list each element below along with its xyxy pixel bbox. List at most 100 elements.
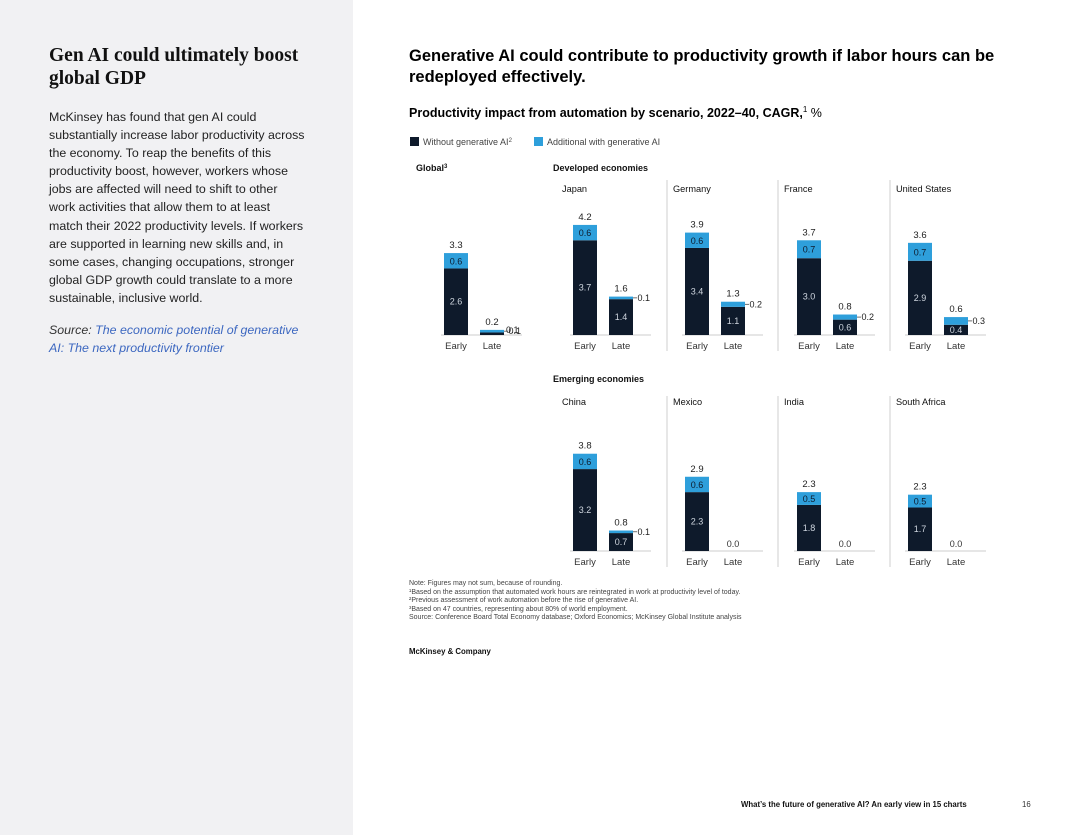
x-tick-south-africa-early: Early <box>909 557 931 568</box>
bar-base-india-early <box>797 504 821 551</box>
legend-swatch-additional-genai <box>534 137 543 146</box>
x-tick-france-early: Early <box>798 341 820 352</box>
value-genai-united-states-late: 0.3 <box>973 316 986 326</box>
panel-title-japan: Japan <box>562 184 587 194</box>
total-label-south-africa-early: 2.3 <box>913 482 926 493</box>
total-label-france-early: 3.7 <box>802 227 815 238</box>
x-tick-mexico-early: Early <box>686 557 708 568</box>
sidebar-source: Source: The economic potential of genera… <box>49 321 307 357</box>
chart-notes: Note: Figures may not sum, because of ro… <box>409 580 829 623</box>
bar-base-france-late <box>833 319 857 335</box>
total-label-global-late: 0.2 <box>485 317 498 328</box>
bar-genai-south-africa-early <box>908 494 932 508</box>
total-label-india-early: 2.3 <box>802 479 815 490</box>
value-base-united-states-late: 0.4 <box>950 325 963 335</box>
value-base-china-early: 3.2 <box>579 505 592 515</box>
bar-base-germany-late <box>721 306 745 335</box>
x-tick-global-early: Early <box>445 341 467 352</box>
bar-base-united-states-late <box>944 324 968 335</box>
bar-genai-united-states-early <box>908 242 932 261</box>
x-tick-germany-late: Late <box>724 341 743 352</box>
legend-footnote: 2 <box>509 138 513 144</box>
value-base-france-late: 0.6 <box>839 322 852 332</box>
bar-base-germany-early <box>685 247 709 335</box>
x-tick-global-late: Late <box>483 341 502 352</box>
footnote-3: ³Based on 47 countries, representing abo… <box>409 605 628 613</box>
value-base-united-states-early: 2.9 <box>914 293 927 303</box>
panel-title-india: India <box>784 397 805 407</box>
total-label-germany-early: 3.9 <box>690 220 703 231</box>
total-label-south-africa-late: 0.0 <box>950 539 963 549</box>
value-genai-china-late: 0.1 <box>638 527 651 537</box>
x-tick-united-states-late: Late <box>947 341 966 352</box>
x-tick-united-states-early: Early <box>909 341 931 352</box>
bar-genai-japan-early <box>573 224 597 241</box>
bar-genai-germany-late <box>721 301 745 307</box>
value-base-south-africa-early: 1.7 <box>914 524 927 534</box>
value-base-france-early: 3.0 <box>803 292 816 302</box>
total-label-germany-late: 1.3 <box>726 289 739 300</box>
sidebar-body-text: McKinsey has found that gen AI could sub… <box>49 110 305 305</box>
chart-subtitle: Productivity impact from automation by s… <box>409 105 822 120</box>
group-title-emerging: Emerging economies <box>553 374 644 384</box>
chart-subtitle-unit: % <box>807 106 822 121</box>
value-base-india-early: 1.8 <box>803 523 816 533</box>
x-tick-south-africa-late: Late <box>947 557 966 568</box>
legend-label-additional-genai: Additional with generative AI <box>547 137 660 147</box>
total-label-united-states-early: 3.6 <box>913 230 926 241</box>
sidebar-panel: Gen AI could ultimately boost global GDP… <box>0 0 353 835</box>
bar-base-japan-late <box>609 299 633 335</box>
bar-genai-china-early <box>573 453 597 470</box>
bar-genai-china-late <box>609 530 633 534</box>
bar-genai-germany-early <box>685 232 709 248</box>
value-genai-mexico-early: 0.6 <box>691 480 704 490</box>
total-label-india-late: 0.0 <box>839 539 852 549</box>
value-genai-india-early: 0.5 <box>803 494 816 504</box>
chart-subtitle-text: Productivity impact from automation by s… <box>409 106 803 121</box>
page-number: 16 <box>1022 800 1031 809</box>
bar-genai-france-early <box>797 240 821 259</box>
value-genai-france-early: 0.7 <box>803 245 816 255</box>
source-label: Source: <box>49 323 96 337</box>
bar-base-china-late <box>609 533 633 551</box>
group-title-footnote: 3 <box>444 164 448 170</box>
footnote-2: ²Previous assessment of work automation … <box>409 597 639 605</box>
value-genai-japan-early: 0.6 <box>579 228 592 238</box>
panel-title-france: France <box>784 184 813 194</box>
source-link[interactable]: The economic potential of generative AI:… <box>49 323 299 356</box>
x-tick-india-late: Late <box>836 557 855 568</box>
bar-base-global-early <box>444 268 468 335</box>
total-label-mexico-early: 2.9 <box>690 464 703 475</box>
page-title: Generative AI could contribute to produc… <box>409 47 995 86</box>
bar-base-mexico-early <box>685 492 709 551</box>
total-label-mexico-late: 0.0 <box>727 539 740 549</box>
group-title-developed: Developed economies <box>553 163 648 173</box>
total-label-japan-early: 4.2 <box>578 212 591 223</box>
total-label-china-early: 3.8 <box>578 441 591 452</box>
bar-genai-france-late <box>833 314 857 320</box>
bar-genai-mexico-early <box>685 476 709 493</box>
panel-title-germany: Germany <box>673 184 711 194</box>
value-genai-united-states-early: 0.7 <box>914 247 927 257</box>
value-genai-global-late: 0.1 <box>509 326 522 336</box>
value-base-japan-early: 3.7 <box>579 283 592 293</box>
value-genai-japan-late: 0.1 <box>638 293 651 303</box>
total-label-japan-late: 1.6 <box>614 284 627 295</box>
bar-genai-global-late <box>480 329 504 333</box>
total-label-china-late: 0.8 <box>614 518 627 529</box>
x-tick-china-late: Late <box>612 557 631 568</box>
brand-name: McKinsey & Company <box>409 647 491 656</box>
x-tick-india-early: Early <box>798 557 820 568</box>
value-base-germany-early: 3.4 <box>691 286 704 296</box>
bar-genai-japan-late <box>609 296 633 300</box>
value-base-japan-late: 1.4 <box>615 312 628 322</box>
group-title-global: Global3 <box>416 163 448 173</box>
value-genai-germany-early: 0.6 <box>691 236 704 246</box>
chart-subtitle-footnote: 1 <box>802 105 808 114</box>
bar-base-china-early <box>573 469 597 551</box>
bar-base-france-early <box>797 258 821 335</box>
value-base-germany-late: 1.1 <box>727 316 740 326</box>
value-genai-south-africa-early: 0.5 <box>914 497 927 507</box>
sidebar-title: Gen AI could ultimately boost global GDP <box>49 45 299 89</box>
